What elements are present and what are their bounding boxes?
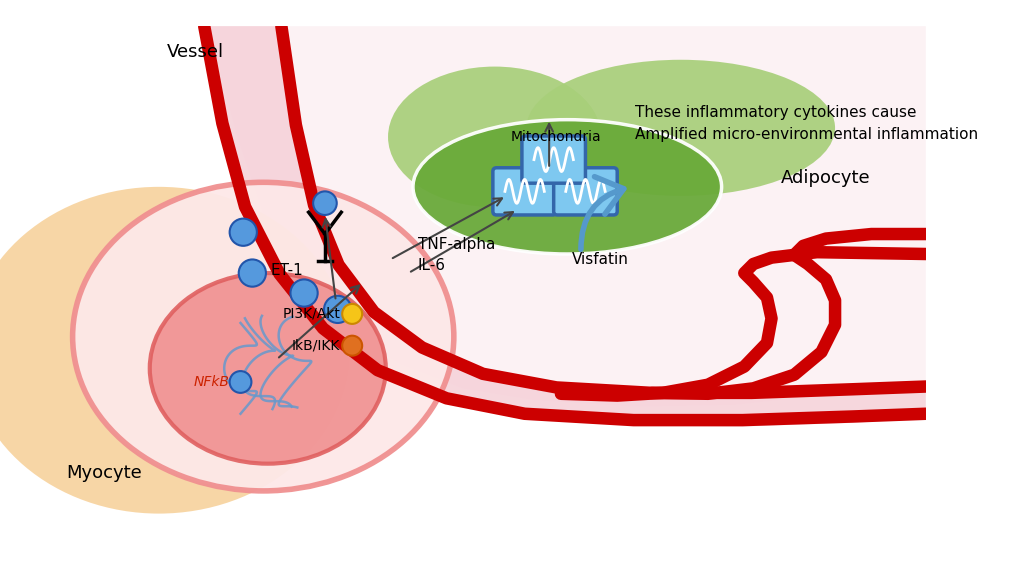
Ellipse shape: [150, 273, 385, 464]
Ellipse shape: [526, 60, 835, 196]
Circle shape: [290, 280, 317, 307]
Text: Adipocyte: Adipocyte: [780, 169, 869, 187]
Text: TNF-alpha
IL-6: TNF-alpha IL-6: [417, 237, 494, 273]
Polygon shape: [209, 26, 925, 407]
Ellipse shape: [0, 187, 350, 514]
Circle shape: [313, 192, 336, 215]
Text: ET-1: ET-1: [270, 263, 303, 278]
Ellipse shape: [72, 183, 453, 491]
Text: Mitochondria: Mitochondria: [511, 130, 601, 143]
FancyBboxPatch shape: [553, 168, 616, 215]
Circle shape: [324, 296, 351, 323]
Ellipse shape: [413, 120, 720, 254]
FancyBboxPatch shape: [492, 168, 555, 215]
Text: Vessel: Vessel: [166, 44, 223, 61]
Text: NFkB: NFkB: [194, 375, 229, 389]
Text: IkB/IKK: IkB/IKK: [291, 338, 340, 353]
Ellipse shape: [387, 66, 601, 208]
Circle shape: [238, 260, 266, 287]
FancyBboxPatch shape: [522, 136, 585, 183]
Text: Visfatin: Visfatin: [572, 252, 628, 267]
Circle shape: [229, 219, 257, 246]
Text: PI3K/Akt: PI3K/Akt: [282, 307, 340, 321]
Circle shape: [341, 336, 362, 356]
Circle shape: [341, 304, 362, 324]
Polygon shape: [204, 26, 925, 426]
FancyArrowPatch shape: [580, 177, 624, 249]
Text: These inflammatory cytokines cause
Amplified micro-environmental inflammation: These inflammatory cytokines cause Ampli…: [635, 105, 977, 142]
Text: Myocyte: Myocyte: [66, 464, 142, 482]
Circle shape: [229, 371, 251, 393]
